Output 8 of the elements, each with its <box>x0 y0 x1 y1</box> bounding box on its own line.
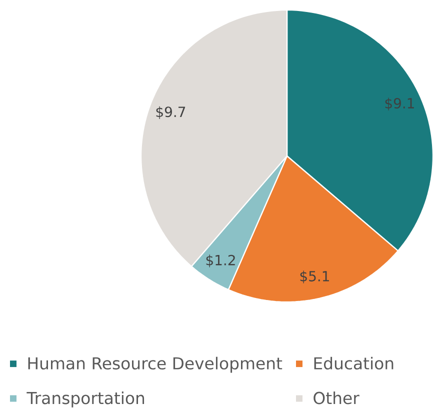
legend-label: Human Resource Development <box>28 356 282 373</box>
data-label: $5.1 <box>300 270 329 284</box>
data-label: $9.7 <box>156 106 186 119</box>
legend-label: Other <box>314 392 360 404</box>
data-label: $1.2 <box>206 254 235 268</box>
legend-label: Education <box>314 356 394 370</box>
legend-label: Transportation <box>26 392 144 408</box>
data-label: $9.1 <box>385 98 414 110</box>
